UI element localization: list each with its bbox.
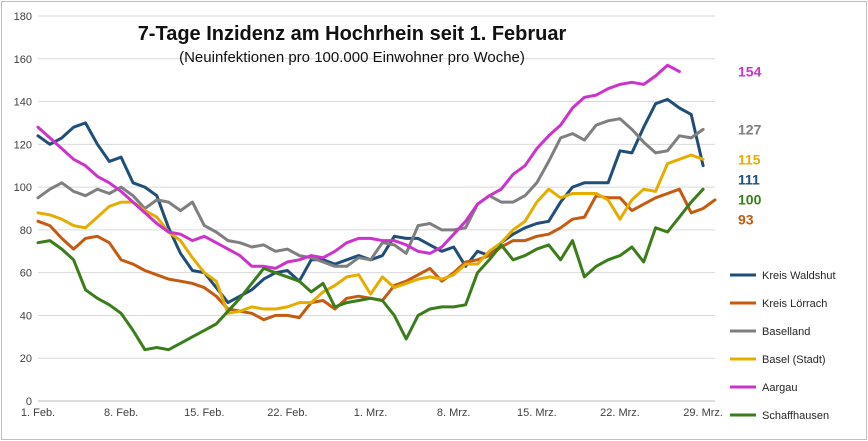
x-tick-label: 8. Feb.: [104, 407, 138, 419]
x-tick-label: 22. Feb.: [267, 407, 307, 419]
legend-label: Aargau: [762, 382, 797, 394]
x-tick-label: 8. Mrz.: [437, 407, 471, 419]
legend-label: Kreis Waldshut: [762, 270, 836, 282]
end-value-label: 154: [738, 64, 762, 80]
series-line-aargau: [36, 63, 681, 270]
y-tick-label: 0: [26, 396, 32, 408]
end-value-label: 93: [738, 211, 754, 227]
legend-label: Kreis Lörrach: [762, 298, 827, 310]
series-line-baselland: [36, 117, 705, 268]
x-tick-label: 15. Mrz.: [517, 407, 557, 419]
gridlines: [38, 15, 715, 402]
y-tick-label: 40: [20, 310, 32, 322]
legend-label: Basel (Stadt): [762, 354, 826, 366]
chart-subtitle: (Neuinfektionen pro 100.000 Einwohner pr…: [179, 49, 525, 66]
x-tick-label: 29. Mrz.: [683, 407, 723, 419]
legend-label: Schaffhausen: [762, 410, 829, 422]
series-line-basel-stadt-: [36, 153, 705, 315]
y-tick-label: 60: [20, 268, 32, 280]
series-lines: [36, 63, 717, 352]
y-tick-label: 140: [14, 97, 32, 109]
x-tick-label: 22. Mrz.: [600, 407, 640, 419]
y-axis-ticks: 0 20 40 60 80 100 120 140 160 180: [14, 11, 32, 408]
y-tick-label: 80: [20, 225, 32, 237]
y-tick-label: 120: [14, 139, 32, 151]
y-tick-label: 20: [20, 353, 32, 365]
y-tick-label: 100: [14, 182, 32, 194]
y-tick-label: 160: [14, 54, 32, 66]
legend-label: Baselland: [762, 326, 810, 338]
end-value-label: 111: [738, 171, 760, 187]
x-tick-label: 1. Feb.: [21, 407, 55, 419]
x-tick-label: 1. Mrz.: [354, 407, 388, 419]
end-value-label: 100: [738, 191, 762, 207]
series-line-schaffhausen: [36, 187, 705, 352]
y-tick-label: 180: [14, 11, 32, 23]
end-value-label: 127: [738, 121, 762, 137]
end-value-labels: 154 127 115 111 100 93: [738, 64, 762, 228]
chart-title: 7-Tage Inzidenz am Hochrhein seit 1. Feb…: [138, 23, 567, 45]
x-axis-ticks: 1. Feb. 8. Feb. 15. Feb. 22. Feb. 1. Mrz. 8. …: [21, 407, 723, 419]
legend: Kreis Waldshut Kreis Lörrach Baselland Base…: [730, 270, 836, 422]
x-tick-label: 15. Feb.: [184, 407, 224, 419]
end-value-label: 115: [738, 151, 761, 167]
